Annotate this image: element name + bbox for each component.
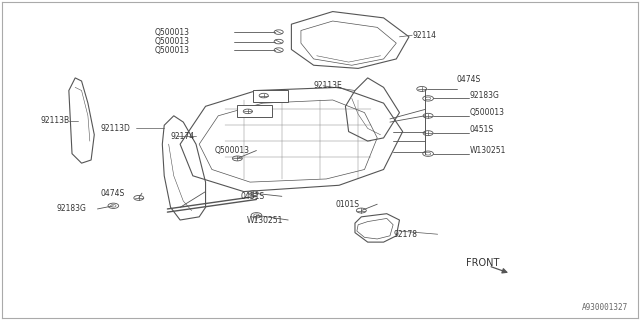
Text: 92174: 92174: [171, 132, 195, 141]
Text: 0474S: 0474S: [100, 189, 125, 198]
Text: 0451S: 0451S: [469, 125, 493, 134]
Text: W130251: W130251: [247, 215, 284, 225]
Text: Q500013: Q500013: [155, 45, 189, 55]
Text: FRONT: FRONT: [467, 258, 500, 268]
Text: 0451S: 0451S: [241, 192, 265, 201]
Text: 92183G: 92183G: [56, 204, 86, 213]
Text: 92183G: 92183G: [469, 91, 499, 100]
Text: 92178: 92178: [393, 230, 417, 239]
Text: FIG.930: FIG.930: [237, 107, 267, 116]
Text: W130251: W130251: [469, 146, 506, 155]
Text: A930001327: A930001327: [582, 303, 628, 312]
Text: FIG.860: FIG.860: [253, 92, 283, 100]
Text: 92113E: 92113E: [314, 81, 342, 90]
Text: 92114: 92114: [412, 31, 436, 40]
Text: Q500013: Q500013: [215, 146, 250, 155]
Text: 92113D: 92113D: [100, 124, 131, 133]
Text: Q500013: Q500013: [155, 28, 189, 36]
Text: 0474S: 0474S: [457, 75, 481, 84]
FancyBboxPatch shape: [237, 105, 272, 117]
Text: Q500013: Q500013: [155, 37, 189, 46]
Text: 92113B: 92113B: [40, 116, 69, 125]
FancyBboxPatch shape: [253, 90, 288, 101]
Text: 0101S: 0101S: [336, 200, 360, 209]
Text: Q500013: Q500013: [469, 108, 504, 117]
